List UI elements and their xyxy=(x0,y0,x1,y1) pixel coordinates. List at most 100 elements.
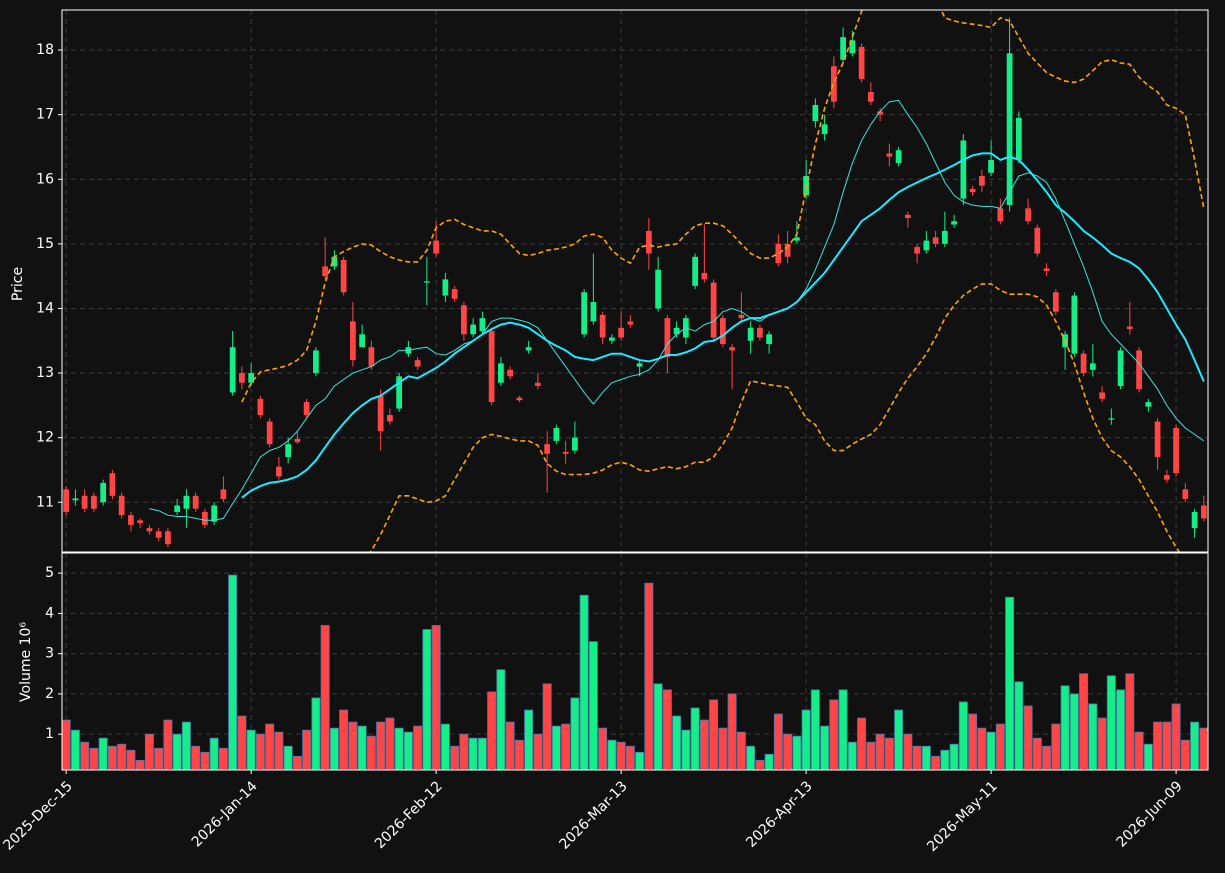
volume-bar xyxy=(783,733,793,771)
volume-bar xyxy=(588,641,598,771)
y-tick-label: 3 xyxy=(45,646,54,662)
volume-bar xyxy=(995,723,1005,771)
volume-bar xyxy=(144,733,154,771)
volume-bar xyxy=(348,721,358,771)
volume-bar xyxy=(1023,705,1033,771)
volume-bar xyxy=(598,727,608,771)
candle-body xyxy=(738,314,745,319)
volume-bar xyxy=(302,729,312,771)
candle-body xyxy=(313,350,319,374)
volume-bar xyxy=(440,723,450,771)
candle-body xyxy=(1080,353,1087,374)
candle-body xyxy=(793,237,800,241)
volume-bar xyxy=(505,721,515,771)
candle-body xyxy=(599,314,606,338)
candle-body xyxy=(692,256,698,286)
candle-body xyxy=(858,46,865,80)
candle-body xyxy=(710,282,717,338)
volume-bar xyxy=(866,741,876,771)
candle-body xyxy=(220,489,227,500)
volume-bar xyxy=(311,697,321,771)
volume-bar xyxy=(98,737,108,771)
volume-bar xyxy=(736,731,746,771)
candle-body xyxy=(100,482,107,503)
y-tick-label: 13 xyxy=(36,365,54,381)
volume-bar xyxy=(533,733,543,771)
volume-bar xyxy=(246,729,256,771)
volume-bar xyxy=(1079,673,1089,771)
candle-body xyxy=(729,347,735,351)
candle-body xyxy=(1117,350,1124,386)
candle-body xyxy=(914,247,920,254)
volume-bar xyxy=(810,689,820,771)
volume-axis-label: Volume 10⁶ xyxy=(18,622,34,702)
y-tick-label: 14 xyxy=(36,300,54,316)
candle-body xyxy=(1015,117,1022,160)
candle-body xyxy=(840,37,846,60)
candle-body xyxy=(886,153,893,157)
candle-body xyxy=(923,240,930,251)
candle-body xyxy=(229,347,236,393)
candle-body xyxy=(1099,392,1105,399)
candle-body xyxy=(932,237,939,244)
volume-bar xyxy=(1060,685,1070,771)
candle-body xyxy=(609,337,615,341)
candle-body xyxy=(1136,350,1142,390)
candle-body xyxy=(266,421,273,445)
volume-bar xyxy=(616,741,626,771)
volume-bar xyxy=(1199,727,1209,771)
volume-bar xyxy=(838,689,848,771)
candle-body xyxy=(581,292,587,335)
candle-body xyxy=(784,243,791,257)
candle-body xyxy=(904,214,911,219)
volume-bar xyxy=(1097,717,1107,771)
volume-bar xyxy=(1051,723,1061,771)
volume-bar xyxy=(968,713,978,771)
volume-bar xyxy=(829,699,839,771)
volume-bar xyxy=(172,733,182,771)
volume-bar xyxy=(875,733,885,771)
volume-bar xyxy=(1014,681,1024,771)
candle-body xyxy=(525,347,532,351)
candle-body xyxy=(451,289,458,299)
candle-body xyxy=(368,347,375,367)
candle-body xyxy=(997,208,1004,222)
volume-bar xyxy=(672,715,682,771)
candle-body xyxy=(849,40,856,54)
candle-body xyxy=(1043,268,1050,271)
candle-body xyxy=(276,466,282,477)
candle-body xyxy=(969,188,976,193)
volume-bar xyxy=(773,713,783,771)
volume-bar xyxy=(403,731,413,771)
candle-body xyxy=(350,321,356,361)
y-tick-label: 5 xyxy=(45,565,54,581)
volume-bar xyxy=(894,709,904,771)
candle-body xyxy=(701,272,708,280)
volume-bar xyxy=(274,731,284,771)
volume-bar xyxy=(107,745,117,771)
candle-body xyxy=(331,256,338,267)
candle-body xyxy=(572,437,578,451)
candle-body xyxy=(960,140,967,199)
candle-body xyxy=(895,150,902,164)
candle-body xyxy=(202,511,208,525)
candle-body xyxy=(655,269,661,309)
candle-body xyxy=(1089,363,1096,370)
volume-bar xyxy=(339,709,349,771)
y-tick-label: 12 xyxy=(36,430,54,446)
candle-body xyxy=(1182,489,1189,500)
candle-body xyxy=(1025,208,1031,222)
volume-bar xyxy=(542,683,552,771)
candle-body xyxy=(867,92,874,102)
candle-body xyxy=(978,176,985,186)
candle-body xyxy=(192,495,199,509)
candle-body xyxy=(470,324,477,335)
volume-bar xyxy=(487,691,497,771)
volume-bar xyxy=(1153,721,1163,771)
y-tick-label: 4 xyxy=(45,605,54,621)
candle-body xyxy=(340,260,347,293)
candle-body xyxy=(396,376,403,409)
candle-body xyxy=(322,266,329,277)
y-tick-label: 16 xyxy=(36,171,54,187)
volume-bar xyxy=(755,759,765,771)
